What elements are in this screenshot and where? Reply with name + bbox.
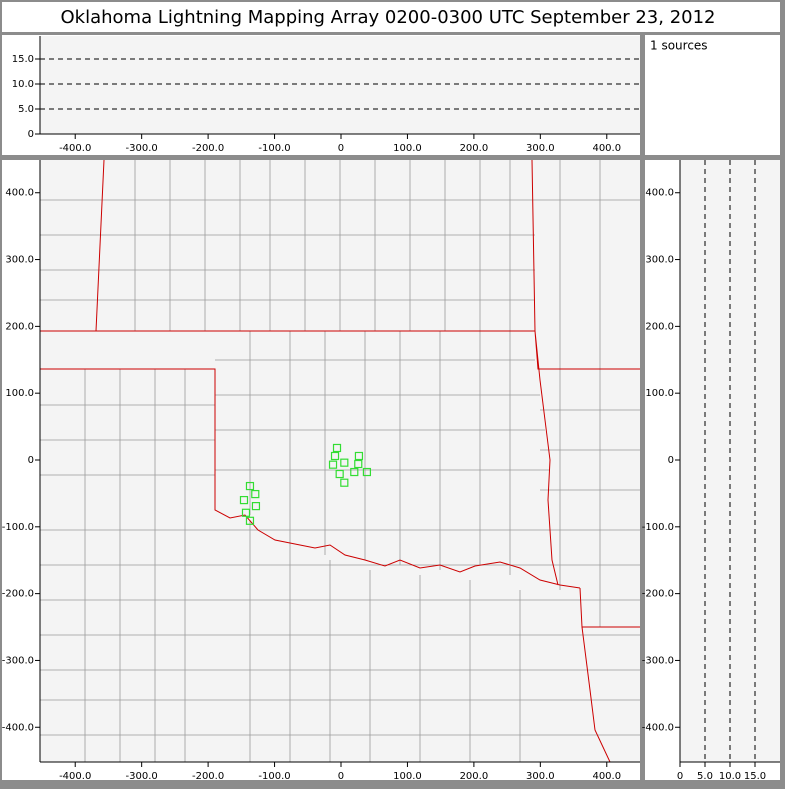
x-tick-label: 300.0 [526, 771, 555, 782]
y-tick-label: -200.0 [642, 589, 674, 600]
lightning-source [335, 469, 344, 479]
lightning-source [354, 459, 363, 469]
y-tick-label: 0 [28, 129, 34, 140]
lightning-source [340, 458, 349, 467]
lightning-source [340, 478, 349, 487]
y-tick-label: 0 [668, 455, 674, 466]
lightning-source [251, 501, 261, 511]
x-tick-label: -100.0 [258, 143, 290, 154]
y-tick-label: -100.0 [642, 522, 674, 533]
lightning-source [332, 443, 342, 453]
y-tick-label: -300.0 [2, 655, 34, 666]
x-tick-label: -300.0 [126, 143, 158, 154]
y-tick-label: 400.0 [645, 188, 674, 199]
x-tick-label: -100.0 [258, 771, 290, 782]
info-panel [645, 35, 780, 155]
x-tick-label: 0 [677, 771, 683, 782]
x-tick-label: -200.0 [192, 771, 224, 782]
x-tick-label: 15.0 [744, 771, 766, 782]
y-tick-label: 5.0 [18, 104, 34, 115]
lightning-source [239, 495, 249, 505]
y-tick-label: 200.0 [5, 321, 34, 332]
y-tick-label: -200.0 [2, 589, 34, 600]
plot-area [40, 36, 640, 134]
title-bar [2, 2, 780, 32]
lightning-source [245, 516, 255, 525]
x-tick-label: -200.0 [192, 143, 224, 154]
lightning-source [241, 508, 251, 517]
x-tick-label: 300.0 [526, 143, 555, 154]
lightning-source [251, 489, 260, 499]
y-tick-label: -400.0 [642, 722, 674, 733]
x-tick-label: 200.0 [460, 771, 489, 782]
lightning-source [354, 451, 364, 461]
x-tick-label: 400.0 [592, 771, 621, 782]
lightning-source [350, 467, 359, 477]
x-tick-label: 0 [338, 143, 344, 154]
y-tick-label: 10.0 [12, 79, 34, 90]
y-tick-label: 200.0 [645, 321, 674, 332]
source-count: 1 sources [650, 39, 708, 53]
map-background [40, 160, 640, 762]
y-tick-label: -300.0 [642, 655, 674, 666]
x-tick-label: -400.0 [59, 143, 91, 154]
x-tick-label: 5.0 [697, 771, 713, 782]
x-tick-label: 400.0 [592, 143, 621, 154]
y-tick-label: 0 [28, 455, 34, 466]
y-tick-label: 15.0 [12, 54, 34, 65]
y-tick-label: 100.0 [5, 388, 34, 399]
y-tick-label: 400.0 [5, 188, 34, 199]
y-tick-label: -100.0 [2, 522, 34, 533]
y-tick-label: 300.0 [5, 255, 34, 266]
x-tick-label: 0 [338, 771, 344, 782]
x-tick-label: 200.0 [460, 143, 489, 154]
x-tick-label: 100.0 [393, 143, 422, 154]
x-tick-label: -400.0 [59, 771, 91, 782]
y-tick-label: -400.0 [2, 722, 34, 733]
figure-title: Oklahoma Lightning Mapping Array 0200-03… [61, 7, 716, 28]
y-tick-label: 100.0 [645, 388, 674, 399]
x-tick-label: 100.0 [393, 771, 422, 782]
lightning-source [328, 460, 338, 469]
lightning-source [330, 451, 340, 461]
y-tick-label: 300.0 [645, 255, 674, 266]
x-tick-label: 10.0 [719, 771, 741, 782]
lightning-source [245, 481, 255, 491]
lightning-source [362, 467, 372, 477]
x-tick-label: -300.0 [126, 771, 158, 782]
